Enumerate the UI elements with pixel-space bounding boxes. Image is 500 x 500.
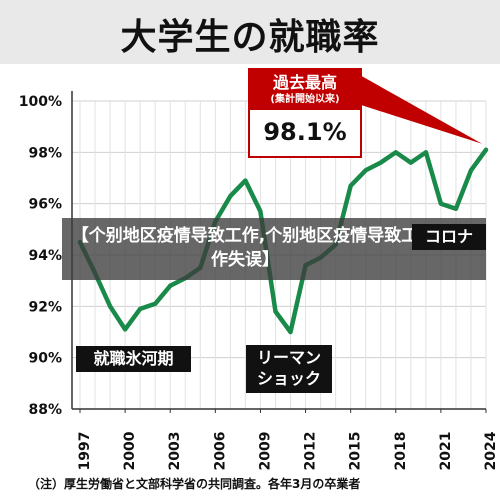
data-point [153, 301, 158, 306]
data-point [423, 150, 428, 155]
data-point [378, 160, 383, 165]
y-tick-label: 96% [28, 197, 62, 213]
data-point [273, 309, 278, 314]
data-point [288, 330, 293, 334]
y-tick-label: 98% [28, 145, 62, 161]
y-tick-label: 94% [28, 248, 62, 264]
data-point [258, 209, 263, 214]
title-bar: 大学生の就職率 [0, 0, 500, 64]
x-tick-label: 2000 [122, 431, 138, 470]
lehman-line-2: ショック [256, 369, 321, 388]
data-point [438, 201, 443, 206]
lehman-shock-label: リーマン ショック [246, 345, 332, 393]
data-point [484, 147, 488, 152]
y-tick-label: 90% [28, 351, 62, 367]
chart-title: 大学生の就職率 [120, 17, 380, 58]
corona-label: コロナ [412, 224, 486, 250]
data-point [138, 306, 143, 311]
data-point [108, 304, 113, 309]
record-value: 98.1% [263, 118, 347, 146]
x-tick-label: 2018 [393, 432, 409, 471]
record-callout-header: 過去最高 (集計開始以来) [250, 70, 360, 110]
data-point [348, 183, 353, 188]
y-tick-label: 92% [28, 299, 62, 315]
data-point [228, 193, 233, 198]
series-line [77, 147, 489, 335]
x-tick-label: 2021 [438, 432, 454, 471]
record-callout: 過去最高 (集計開始以来) 98.1% [248, 68, 362, 158]
x-tick-label: 2015 [348, 432, 364, 471]
x-tick-label: 2003 [167, 432, 183, 471]
data-point [408, 160, 413, 165]
data-point [123, 327, 128, 332]
x-tick-label: 2006 [212, 432, 228, 471]
data-point [168, 283, 173, 288]
x-tick-label: 2024 [483, 431, 499, 470]
ice-age-label: 就職氷河期 [76, 346, 191, 372]
x-tick-label: 2012 [303, 432, 319, 471]
overlay-text: 【个别地区疫情导致工作,个别地区疫情导致工作失误】 [71, 226, 419, 270]
data-point [243, 178, 248, 183]
callout-pointer [358, 74, 482, 144]
data-point [468, 168, 473, 173]
data-point [363, 168, 368, 173]
data-point [393, 150, 398, 155]
record-title: 過去最高 [272, 73, 337, 92]
lehman-line-1: リーマン [256, 348, 321, 367]
y-tick-label: 100% [19, 94, 62, 110]
footnote: （注）厚生労働省と文部科学省の共同調査。各年3月の卒業者 [28, 477, 361, 491]
x-tick-label: 1997 [77, 432, 93, 471]
y-tick-label: 88% [28, 402, 62, 418]
x-tick-label: 2009 [257, 432, 273, 471]
data-point [453, 206, 458, 211]
record-subtitle: (集計開始以来) [270, 94, 340, 105]
